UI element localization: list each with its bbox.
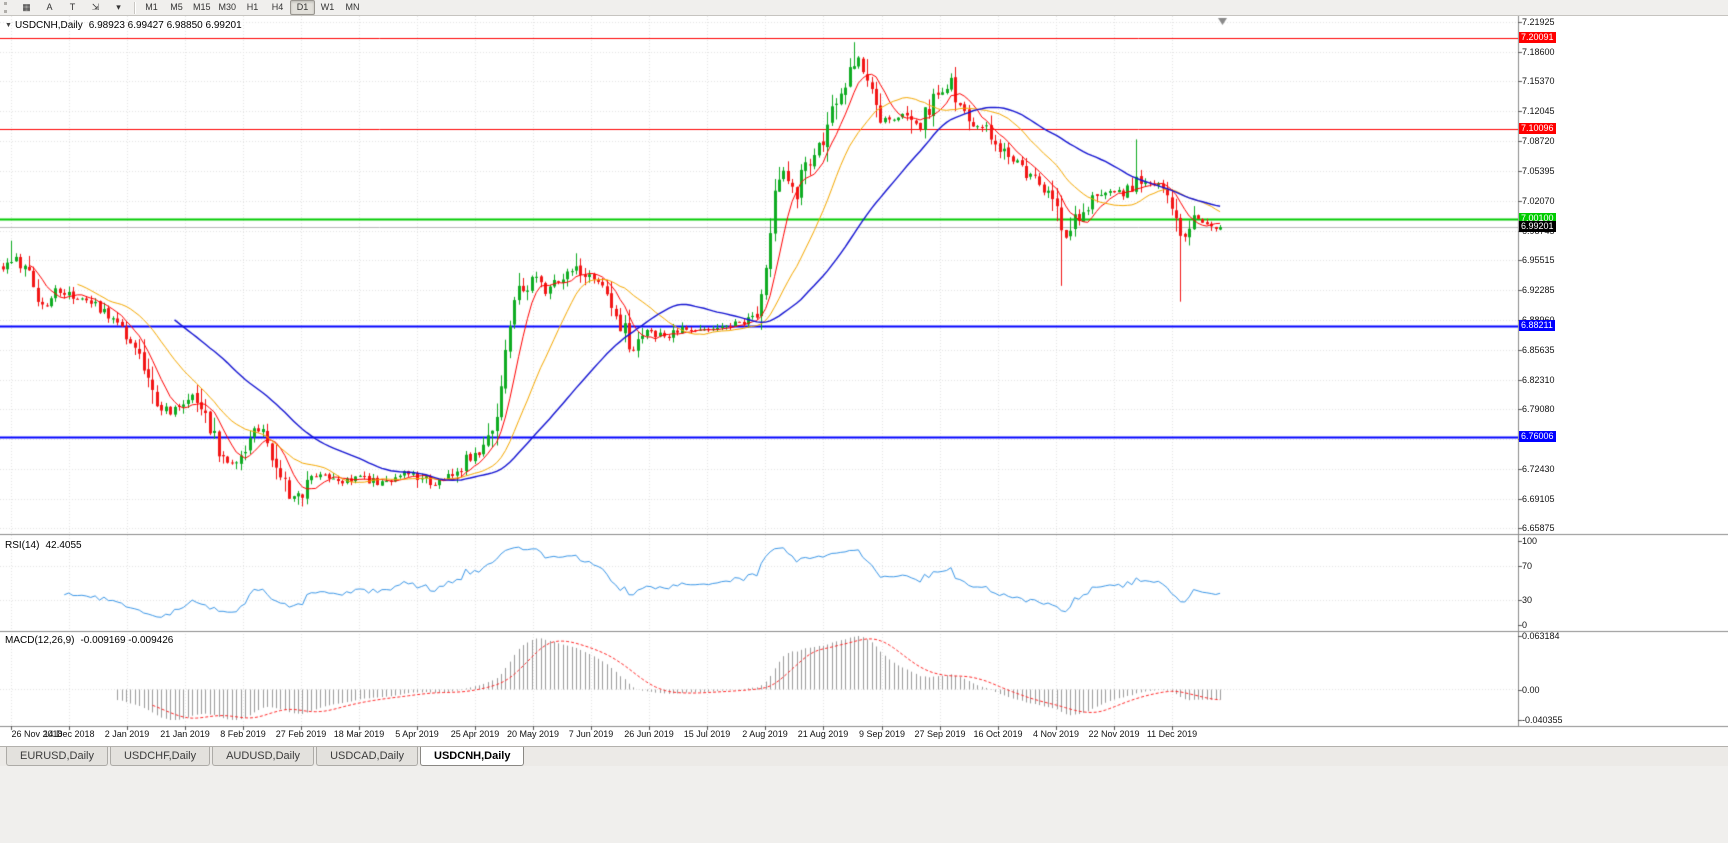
text-tool-button[interactable]: T <box>69 2 76 12</box>
chart-grid-tool-button[interactable]: ▦ <box>22 2 31 12</box>
drawing-tools-group: ▦ A T ⇲ ▾ <box>15 0 130 15</box>
timeframe-button-h1[interactable]: H1 <box>246 2 259 12</box>
chart-tab-usdcnh[interactable]: USDCNH,Daily <box>420 747 525 766</box>
arrow-tool-button[interactable]: ⇲ <box>91 2 100 12</box>
font-tool-button[interactable]: A <box>46 2 53 12</box>
timeframe-button-m30[interactable]: M30 <box>218 2 237 12</box>
timeframe-button-mn[interactable]: MN <box>345 2 360 12</box>
arrows-dropdown-button[interactable]: ▾ <box>116 2 121 12</box>
timeframe-button-m15[interactable]: M15 <box>193 2 211 12</box>
timeframe-button-h4[interactable]: H4 <box>271 2 284 12</box>
timeframe-button-d1[interactable]: D1 <box>290 0 316 15</box>
timeframe-button-m1[interactable]: M1 <box>145 2 158 12</box>
chart-tab-eurusd[interactable]: EURUSD,Daily <box>6 747 108 766</box>
timeframe-button-m5[interactable]: M5 <box>170 2 183 12</box>
timeframe-button-w1[interactable]: W1 <box>320 2 335 12</box>
chart-tab-bar: EURUSD,Daily USDCHF,Daily AUDUSD,Daily USDC… <box>0 746 1728 766</box>
chart-tab-usdchf[interactable]: USDCHF,Daily <box>109 747 211 766</box>
chart-tab-usdcad[interactable]: USDCAD,Daily <box>316 747 419 766</box>
toolbar-separator <box>134 1 135 14</box>
price-chart-canvas[interactable] <box>0 16 1728 746</box>
toolbar-drag-handle[interactable] <box>4 2 11 13</box>
chart-window: ▼ USDCNH,Daily 6.98923 6.99427 6.98850 6.9… <box>0 16 1728 746</box>
window-bottom-area <box>0 766 1728 843</box>
top-toolbar: ▦ A T ⇲ ▾ M1 M5 M15 M30 H1 H4 D1 W1 MN <box>0 0 1728 16</box>
timeframe-group: M1 M5 M15 M30 H1 H4 D1 W1 MN <box>139 0 365 15</box>
chart-tab-audusd[interactable]: AUDUSD,Daily <box>212 747 315 766</box>
